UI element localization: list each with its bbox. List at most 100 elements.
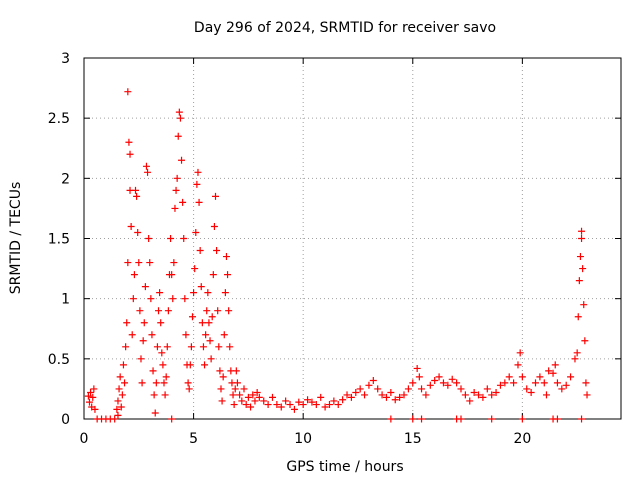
data-point bbox=[260, 397, 268, 405]
data-point bbox=[549, 369, 557, 377]
data-point bbox=[334, 401, 342, 409]
data-point bbox=[409, 379, 417, 387]
y-tick-label: 2.5 bbox=[48, 111, 70, 127]
data-point bbox=[382, 393, 390, 401]
data-point bbox=[114, 397, 122, 405]
data-point bbox=[576, 253, 584, 261]
data-point bbox=[178, 156, 186, 164]
data-point bbox=[575, 277, 583, 285]
data-point bbox=[130, 271, 138, 279]
data-point bbox=[448, 375, 456, 383]
data-point bbox=[147, 295, 155, 303]
data-point bbox=[361, 391, 369, 399]
data-point bbox=[330, 397, 338, 405]
data-point bbox=[581, 337, 589, 345]
data-point bbox=[171, 204, 179, 212]
data-point bbox=[339, 396, 347, 404]
data-point bbox=[277, 403, 285, 411]
data-point bbox=[175, 108, 183, 116]
data-point bbox=[536, 373, 544, 381]
data-point bbox=[153, 343, 161, 351]
data-point bbox=[87, 389, 95, 397]
data-point bbox=[505, 373, 513, 381]
y-tick-label: 0 bbox=[61, 412, 70, 428]
data-point bbox=[149, 367, 157, 375]
data-point bbox=[145, 235, 153, 242]
data-point bbox=[128, 331, 136, 339]
data-point bbox=[152, 379, 160, 387]
data-point bbox=[264, 401, 272, 409]
data-point bbox=[542, 391, 550, 399]
data-point bbox=[488, 415, 496, 423]
data-point bbox=[352, 389, 360, 397]
data-point bbox=[582, 379, 590, 387]
data-point bbox=[113, 405, 121, 413]
data-point bbox=[321, 403, 329, 411]
data-point bbox=[126, 150, 134, 158]
data-point bbox=[186, 361, 194, 369]
data-point bbox=[173, 174, 181, 182]
y-tick-label: 3 bbox=[61, 51, 70, 67]
data-point bbox=[187, 343, 195, 351]
data-point bbox=[461, 391, 469, 399]
data-point bbox=[553, 379, 561, 387]
data-point bbox=[202, 331, 210, 339]
data-point bbox=[91, 405, 99, 413]
data-point bbox=[247, 403, 255, 411]
data-point bbox=[160, 379, 168, 387]
data-point bbox=[282, 397, 290, 405]
data-point bbox=[219, 373, 227, 381]
data-point bbox=[453, 379, 461, 387]
data-point bbox=[558, 385, 566, 393]
data-point bbox=[242, 401, 250, 409]
data-point bbox=[188, 313, 196, 321]
data-point bbox=[540, 379, 548, 387]
data-point bbox=[214, 307, 222, 315]
data-point bbox=[194, 168, 202, 176]
data-point bbox=[136, 307, 144, 315]
data-point bbox=[244, 393, 252, 401]
data-point bbox=[197, 283, 205, 291]
data-point bbox=[208, 313, 216, 321]
data-point bbox=[532, 379, 540, 387]
data-point bbox=[290, 405, 298, 413]
data-point bbox=[84, 392, 92, 400]
data-point bbox=[161, 391, 169, 399]
data-point bbox=[148, 331, 156, 339]
data-point bbox=[135, 259, 143, 267]
data-point bbox=[343, 391, 351, 399]
data-point bbox=[444, 381, 452, 389]
data-point bbox=[378, 391, 386, 399]
data-point bbox=[90, 385, 98, 393]
data-point bbox=[184, 379, 192, 387]
data-point bbox=[374, 385, 382, 393]
data-point bbox=[133, 192, 141, 200]
data-point bbox=[116, 373, 124, 381]
y-tick-label: 0.5 bbox=[48, 352, 70, 368]
data-point bbox=[347, 393, 355, 401]
data-point bbox=[470, 389, 478, 397]
data-point bbox=[396, 393, 404, 401]
data-point bbox=[400, 391, 408, 399]
data-point bbox=[125, 138, 133, 146]
data-point bbox=[155, 307, 163, 315]
data-point bbox=[127, 222, 135, 230]
chart-title: Day 296 of 2024, SRMTID for receiver sav… bbox=[194, 20, 496, 36]
data-point bbox=[198, 319, 206, 327]
data-point bbox=[516, 349, 524, 357]
data-point bbox=[199, 343, 207, 351]
data-point bbox=[418, 385, 426, 393]
data-point bbox=[545, 367, 553, 375]
data-point bbox=[163, 343, 171, 351]
data-point bbox=[578, 227, 586, 235]
data-point bbox=[226, 343, 234, 351]
data-point bbox=[193, 180, 201, 188]
data-point bbox=[514, 361, 522, 369]
data-point bbox=[141, 283, 149, 291]
data-point bbox=[156, 289, 164, 297]
x-tick-label: 5 bbox=[189, 431, 198, 447]
data-point bbox=[134, 228, 142, 236]
data-point bbox=[457, 385, 465, 393]
data-point bbox=[185, 385, 193, 393]
